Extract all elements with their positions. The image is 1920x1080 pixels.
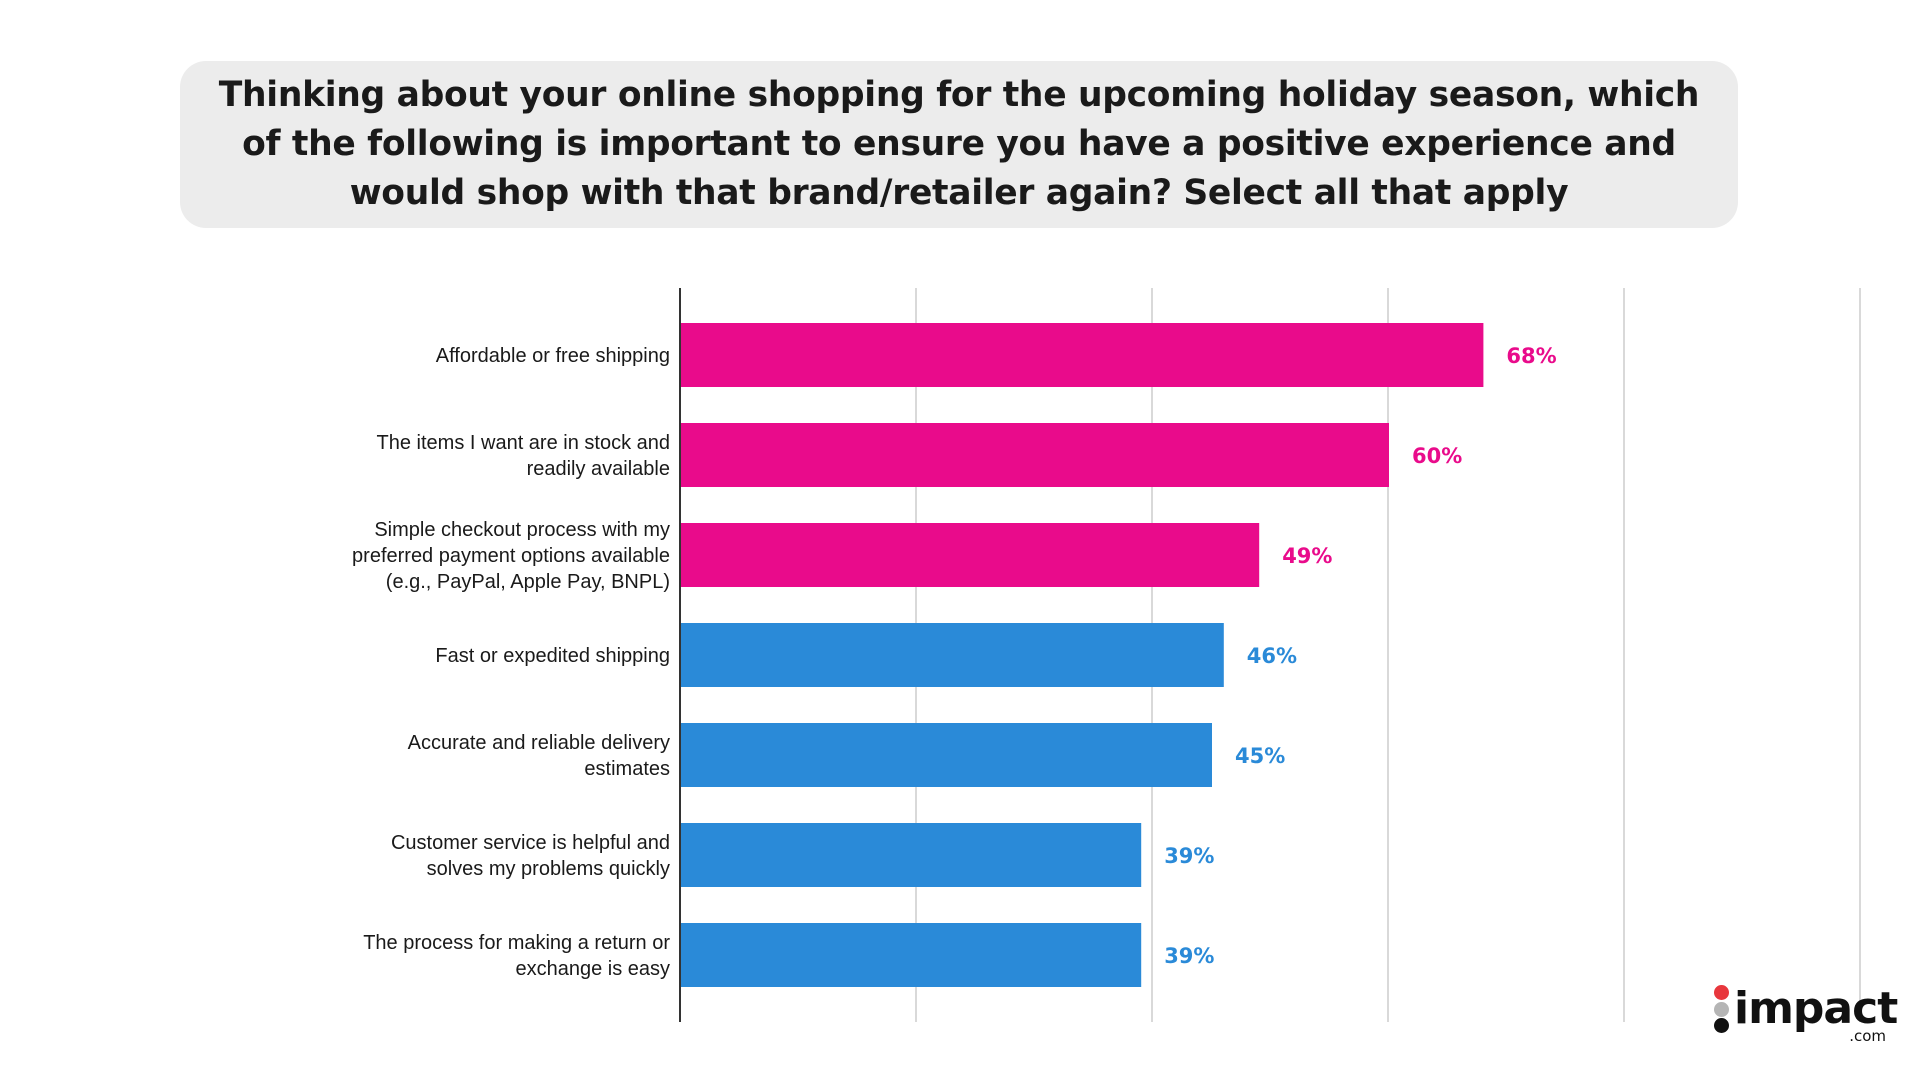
value-label-4: 46%: [1247, 644, 1297, 668]
logo-dots-icon: [1712, 985, 1732, 1035]
impact-logo: impact .com: [1712, 985, 1898, 1047]
title-line-3: would shop with that brand/retailer agai…: [349, 173, 1569, 213]
bar-6: [681, 823, 1142, 887]
category-label-6: Customer service is helpful and solves my…: [391, 832, 670, 880]
category-label-4: Fast or expedited shipping: [435, 645, 670, 667]
title-line-2: of the following is important to ensure …: [242, 124, 1676, 164]
bar-7: [681, 923, 1142, 987]
category-label-7: The process for making a return or exchan…: [363, 932, 670, 980]
value-label-6: 39%: [1164, 844, 1214, 868]
category-label-5: Accurate and reliable delivery estimates: [408, 732, 670, 780]
value-label-3: 49%: [1282, 544, 1332, 568]
logo-domain: .com: [1849, 1027, 1886, 1045]
category-label-2: The items I want are in stock and readily…: [377, 432, 670, 480]
category-label-3: Simple checkout process with my preferred…: [352, 519, 670, 593]
value-label-5: 45%: [1235, 744, 1285, 768]
bar-4: [681, 623, 1224, 687]
bar-2: [681, 423, 1389, 487]
bar-5: [681, 723, 1212, 787]
bar-1: [681, 323, 1484, 387]
chart-title: Thinking about your online shopping for …: [218, 71, 1700, 218]
bar-3: [681, 523, 1260, 587]
title-line-1: Thinking about your online shopping for …: [218, 75, 1700, 115]
category-label-1: Affordable or free shipping: [436, 345, 670, 367]
title-box: Thinking about your online shopping for …: [180, 61, 1738, 228]
value-label-2: 60%: [1412, 444, 1462, 468]
value-label-7: 39%: [1164, 944, 1214, 968]
value-label-1: 68%: [1506, 344, 1556, 368]
logo-wordmark: impact: [1734, 983, 1898, 1034]
